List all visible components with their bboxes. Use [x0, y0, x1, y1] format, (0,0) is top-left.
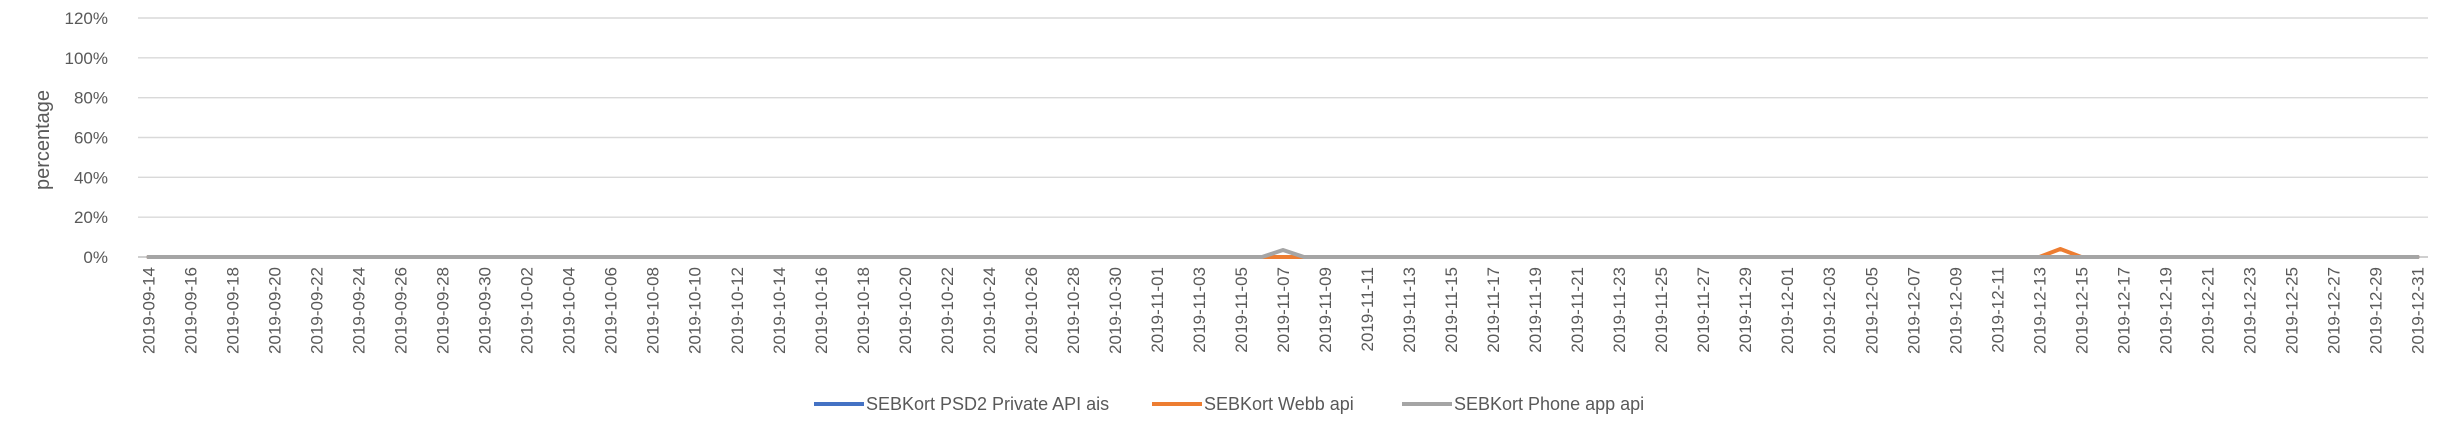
x-tick-label: 2019-12-25: [2282, 267, 2301, 354]
x-tick-label: 2019-09-22: [308, 267, 327, 354]
x-tick-label: 2019-09-24: [350, 267, 369, 354]
y-tick-label: 100%: [65, 49, 108, 68]
x-tick-label: 2019-12-19: [2156, 267, 2175, 354]
x-tick-label: 2019-10-12: [728, 267, 747, 354]
x-tick-label: 2019-11-01: [1148, 267, 1167, 353]
x-tick-label: 2019-10-18: [854, 267, 873, 354]
x-tick-label: 2019-11-25: [1652, 267, 1671, 353]
x-tick-label: 2019-12-09: [1946, 267, 1965, 354]
x-tick-label: 2019-12-23: [2240, 267, 2259, 354]
x-tick-label: 2019-12-01: [1778, 267, 1797, 354]
x-tick-label: 2019-10-14: [770, 267, 789, 354]
x-tick-label: 2019-11-13: [1400, 267, 1419, 353]
x-tick-label: 2019-10-10: [686, 267, 705, 354]
y-axis-ticks: 0% 20% 40% 60% 80% 100% 120%: [65, 9, 108, 267]
x-tick-label: 2019-11-09: [1316, 267, 1335, 353]
legend-label: SEBKort Phone app api: [1454, 394, 1644, 414]
x-axis-ticks: 2019-09-14 2019-09-16 2019-09-18 2019-09-20…: [140, 267, 2428, 354]
legend-label: SEBKort PSD2 Private API ais: [866, 394, 1109, 414]
x-tick-label: 2019-11-29: [1736, 267, 1755, 353]
x-tick-label: 2019-10-28: [1064, 267, 1083, 354]
x-tick-label: 2019-09-18: [224, 267, 243, 354]
x-tick-label: 2019-09-26: [392, 267, 411, 354]
x-tick-label: 2019-10-26: [1022, 267, 1041, 354]
x-tick-label: 2019-10-08: [644, 267, 663, 354]
x-tick-label: 2019-10-04: [560, 267, 579, 354]
grid-lines: [138, 17, 2428, 258]
x-tick-label: 2019-11-15: [1442, 267, 1461, 353]
legend: SEBKort PSD2 Private API ais SEBKort Webb…: [814, 394, 1644, 414]
x-tick-label: 2019-10-22: [938, 267, 957, 354]
x-tick-label: 2019-09-28: [434, 267, 453, 354]
x-tick-label: 2019-11-11: [1358, 267, 1377, 351]
x-tick-label: 2019-12-29: [2366, 267, 2385, 354]
x-tick-label: 2019-09-20: [266, 267, 285, 354]
x-tick-label: 2019-10-24: [980, 267, 999, 354]
x-tick-label: 2019-09-16: [182, 267, 201, 354]
y-axis-title: percentage: [32, 90, 54, 190]
x-tick-label: 2019-12-31: [2408, 267, 2427, 354]
y-tick-label: 20%: [74, 208, 108, 227]
x-tick-label: 2019-12-21: [2198, 267, 2217, 354]
x-tick-label: 2019-11-05: [1232, 267, 1251, 353]
x-tick-label: 2019-11-23: [1610, 267, 1629, 353]
series-line: [146, 248, 2420, 259]
y-tick-label: 0%: [83, 248, 108, 267]
y-tick-label: 60%: [74, 129, 108, 148]
series-lines: [146, 247, 2420, 259]
x-tick-label: 2019-10-30: [1106, 267, 1125, 354]
x-tick-label: 2019-11-27: [1694, 267, 1713, 353]
x-tick-label: 2019-11-19: [1526, 267, 1545, 353]
x-tick-label: 2019-10-16: [812, 267, 831, 354]
x-tick-label: 2019-11-07: [1274, 267, 1293, 353]
x-tick-label: 2019-11-17: [1484, 267, 1503, 353]
y-tick-label: 40%: [74, 168, 108, 187]
x-tick-label: 2019-12-15: [2072, 267, 2091, 354]
x-tick-label: 2019-12-11: [1988, 267, 2007, 353]
x-tick-label: 2019-12-13: [2030, 267, 2049, 354]
x-tick-label: 2019-11-03: [1190, 267, 1209, 353]
x-tick-label: 2019-11-21: [1568, 267, 1587, 353]
y-tick-label: 120%: [65, 9, 108, 28]
x-tick-label: 2019-10-02: [518, 267, 537, 354]
x-tick-label: 2019-10-20: [896, 267, 915, 354]
legend-label: SEBKort Webb api: [1204, 394, 1354, 414]
x-tick-label: 2019-09-30: [476, 267, 495, 354]
y-tick-label: 80%: [74, 89, 108, 108]
x-tick-label: 2019-12-05: [1862, 267, 1881, 354]
x-tick-label: 2019-12-03: [1820, 267, 1839, 354]
x-tick-label: 2019-10-06: [602, 267, 621, 354]
x-tick-label: 2019-12-07: [1904, 267, 1923, 354]
x-tick-label: 2019-12-27: [2324, 267, 2343, 354]
x-tick-label: 2019-09-14: [140, 267, 159, 354]
x-tick-label: 2019-12-17: [2114, 267, 2133, 354]
